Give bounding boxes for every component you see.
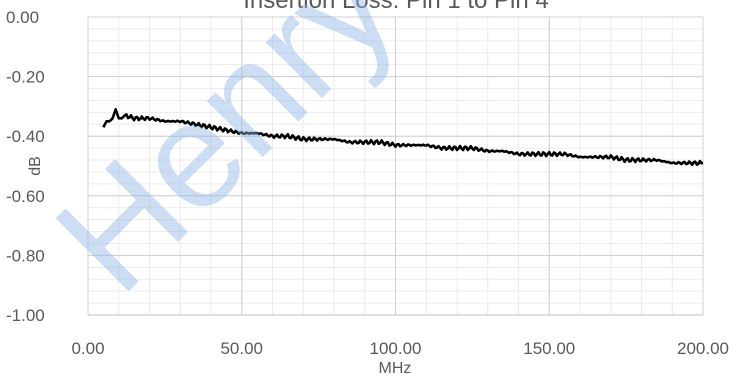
watermark: Henry bbox=[24, 0, 426, 323]
x-tick-label: 100.00 bbox=[370, 339, 422, 358]
y-tick-label: -0.20 bbox=[6, 68, 45, 87]
y-axis-label: dB bbox=[27, 156, 44, 176]
tick-labels: 0.00 50.00 100.00 150.00 200.00 0.00 -0.20 -0.4… bbox=[6, 8, 729, 358]
grid bbox=[87, 16, 704, 316]
x-tick-label: 200.00 bbox=[677, 339, 729, 358]
x-tick-label: 50.00 bbox=[220, 339, 263, 358]
y-tick-label: -0.80 bbox=[6, 246, 45, 265]
chart-title: Insertion Loss: Pin 1 to Pin 4 bbox=[243, 0, 549, 14]
y-tick-label: -0.60 bbox=[6, 187, 45, 206]
y-tick-label: -0.40 bbox=[6, 127, 45, 146]
x-tick-label: 0.00 bbox=[71, 339, 104, 358]
series-group bbox=[102, 108, 704, 166]
series-line-0 bbox=[102, 108, 704, 166]
y-tick-label: 0.00 bbox=[6, 8, 39, 27]
x-axis-label: MHz bbox=[379, 360, 412, 377]
x-tick-label: 150.00 bbox=[523, 339, 575, 358]
y-tick-label: -1.00 bbox=[6, 306, 45, 325]
